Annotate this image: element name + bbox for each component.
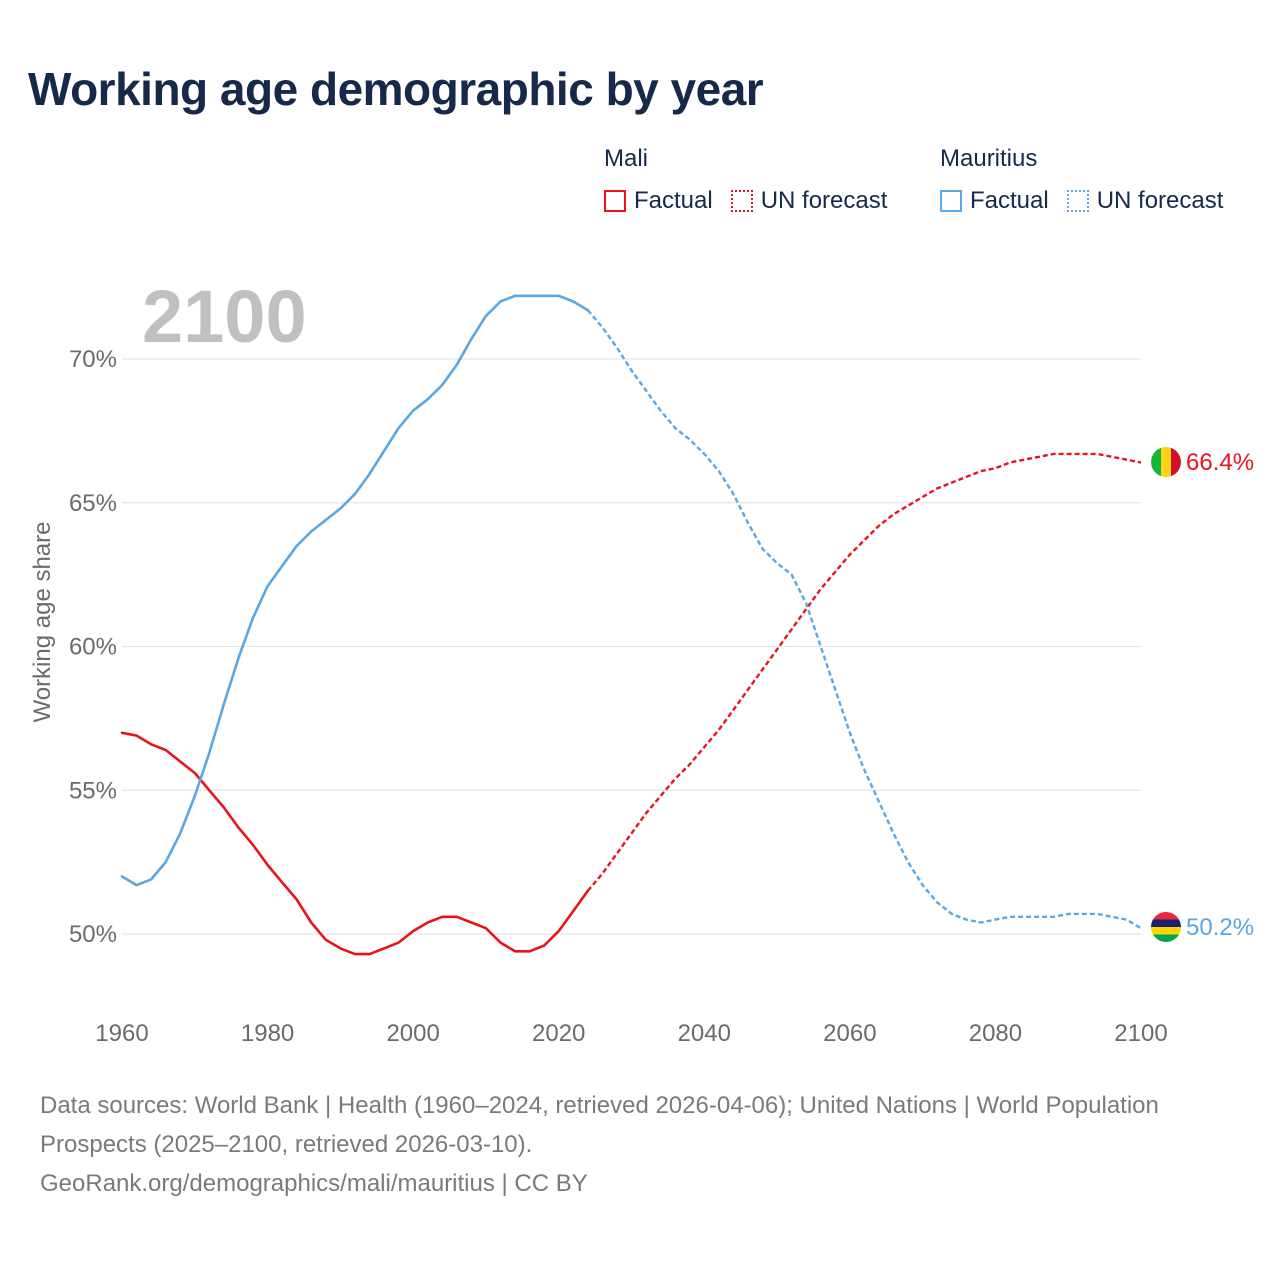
gridlines — [122, 358, 1141, 935]
series-line-mali-forecast[interactable] — [586, 452, 1142, 892]
x-tick-label: 2060 — [823, 1020, 876, 1047]
x-tick-label: 1960 — [95, 1020, 148, 1047]
legend-group-name: Mali — [604, 145, 649, 172]
legend-group-mali: Mali Factual UN forecast — [604, 144, 905, 216]
legend-swatch-solid — [940, 190, 962, 212]
footer: Data sources: World Bank | Health (1960–… — [40, 1086, 1160, 1203]
legend-label: UN forecast — [1096, 187, 1224, 214]
legend-group-name: Mauritius — [940, 145, 1038, 172]
mauritius-flag-icon — [1151, 912, 1181, 942]
series — [120, 294, 1142, 956]
legend-item-mauritius-factual[interactable]: Factual — [940, 187, 1049, 215]
x-tick-label: 1980 — [241, 1020, 294, 1047]
line-chart: 50% 55% 60% 65% 70% 1960 1980 2000 2020 2040 2060 2… — [29, 275, 1254, 1047]
series-line-mali-factual[interactable] — [120, 731, 590, 956]
data-sources-text: Data sources: World Bank | Health (1960–… — [40, 1092, 1159, 1158]
y-axis-label: Working age share — [29, 522, 56, 723]
legend-swatch-dotted — [1066, 190, 1089, 212]
legend-swatch-dotted — [730, 190, 753, 212]
x-tick-label: 2100 — [1114, 1020, 1167, 1047]
series-line-mauritius-forecast[interactable] — [586, 309, 1142, 930]
y-tick-label: 60% — [69, 634, 117, 661]
end-label-mali: 66.4% — [1186, 449, 1254, 476]
legend-item-mali-factual[interactable]: Factual — [604, 187, 713, 215]
legend-item-mauritius-forecast[interactable]: UN forecast — [1066, 187, 1224, 215]
end-label-mauritius: 50.2% — [1186, 914, 1254, 941]
x-tick-label: 2020 — [532, 1020, 585, 1047]
x-tick-label: 2040 — [678, 1020, 731, 1047]
y-tick-label: 50% — [69, 921, 117, 948]
chart-title: Working age demographic by year — [28, 63, 764, 115]
series-line-mauritius-factual[interactable] — [120, 294, 590, 887]
y-tick-label: 65% — [69, 490, 117, 517]
legend-group-mauritius: Mauritius Factual UN forecast — [940, 144, 1241, 216]
x-tick-label: 2000 — [386, 1020, 439, 1047]
axes: 50% 55% 60% 65% 70% 1960 1980 2000 2020 2040 2060 2… — [69, 346, 1168, 1047]
legend-label: Factual — [634, 187, 713, 214]
legend-swatch-solid — [604, 190, 626, 212]
year-badge: 2100 — [142, 275, 307, 358]
legend-label: Factual — [970, 187, 1049, 214]
legend-label: UN forecast — [760, 187, 888, 214]
x-tick-label: 2080 — [969, 1020, 1022, 1047]
mali-flag-icon — [1151, 447, 1181, 477]
legend-item-mali-forecast[interactable]: UN forecast — [730, 187, 888, 215]
y-tick-label: 70% — [69, 346, 117, 373]
credit-link[interactable]: GeoRank.org/demographics/mali/mauritius … — [40, 1170, 588, 1197]
y-tick-label: 55% — [69, 777, 117, 804]
